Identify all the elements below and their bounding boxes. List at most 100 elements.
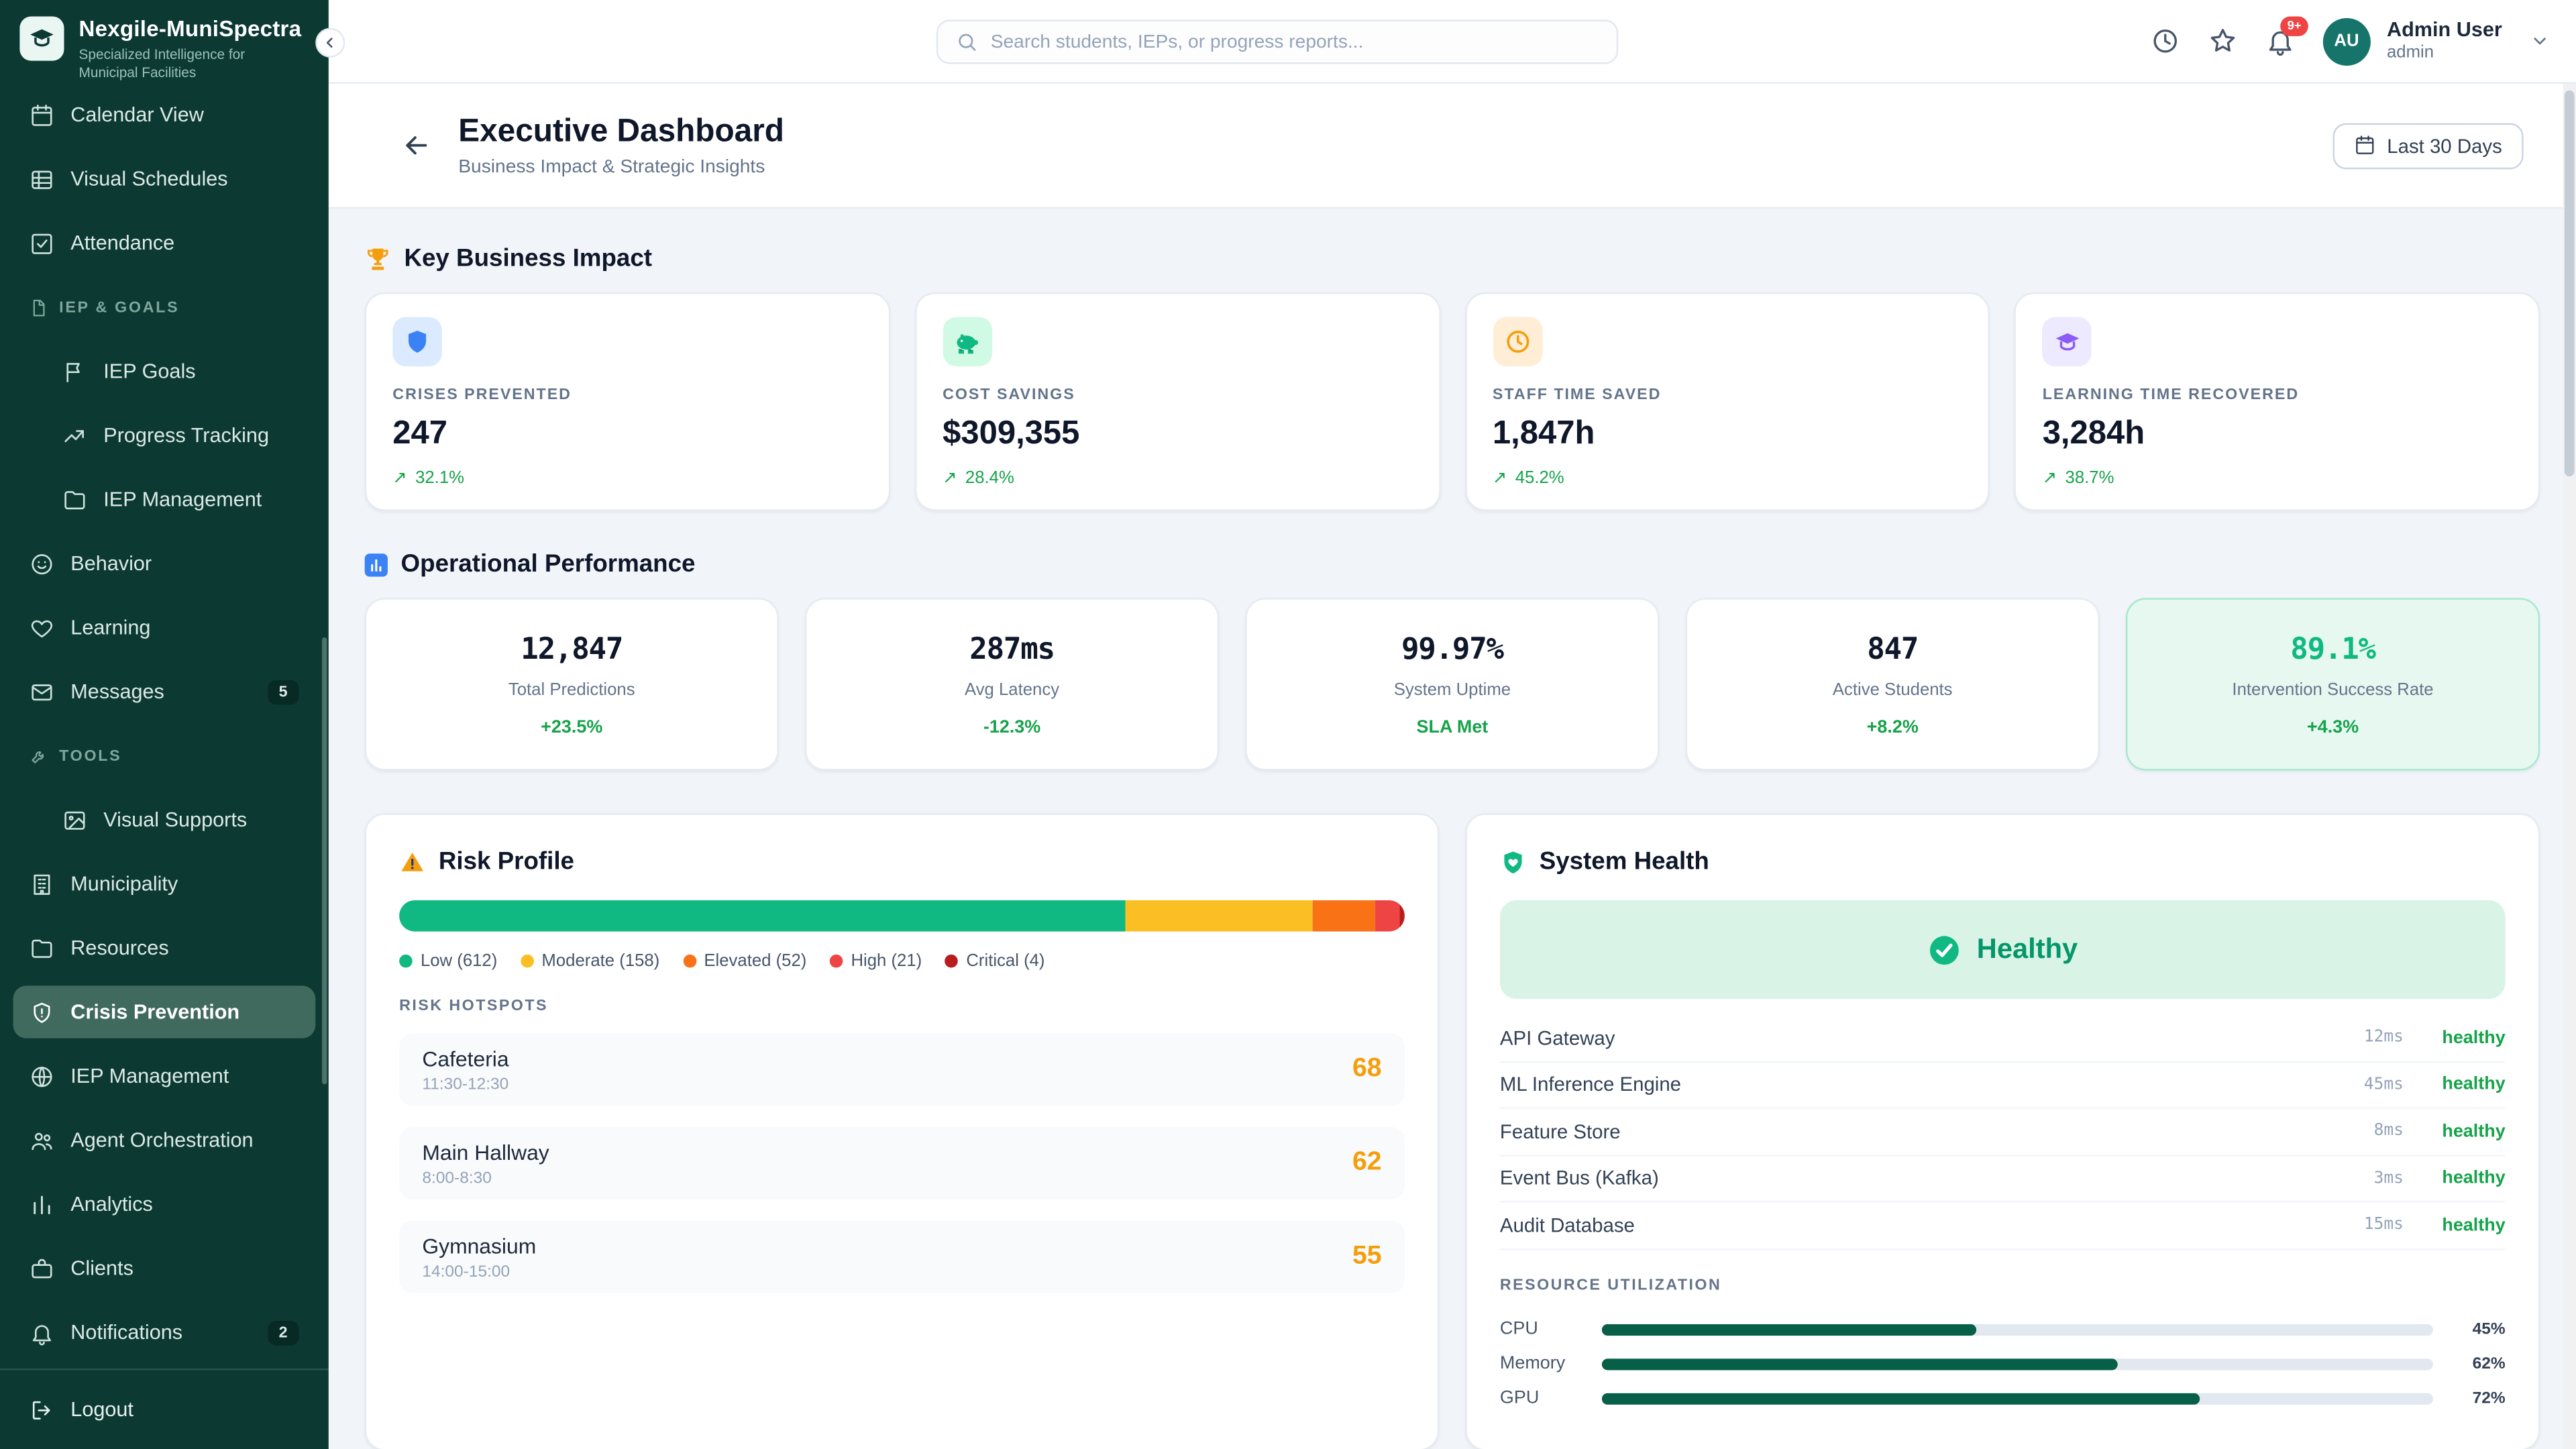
hotspot-name: Gymnasium: [422, 1233, 536, 1258]
folder-icon: [30, 936, 54, 961]
history-icon: [2150, 26, 2180, 56]
history-button[interactable]: [2150, 26, 2180, 56]
page-scrollbar[interactable]: [2565, 91, 2575, 477]
impact-card-trend: ↗38.7%: [2043, 468, 2512, 488]
impact-card-trend: ↗28.4%: [943, 468, 1412, 488]
user-menu-toggle[interactable]: [2530, 32, 2549, 51]
op-card-value: 12,847: [521, 632, 623, 666]
hotspot-time: 8:00-8:30: [422, 1169, 549, 1187]
sidebar-item-label: Resources: [70, 936, 168, 959]
service-latency: 12ms: [2364, 1029, 2404, 1047]
sidebar-item-resources[interactable]: Resources: [13, 922, 316, 974]
sidebar-item-label: IEP Management: [70, 1065, 229, 1087]
shield-icon: [392, 317, 441, 366]
wrench-icon: [30, 747, 48, 765]
notifications-button[interactable]: 9+: [2265, 26, 2295, 56]
impact-section-title: Key Business Impact: [404, 245, 652, 273]
hotspot-row[interactable]: Cafeteria 11:30-12:30 68: [399, 1033, 1405, 1106]
sidebar-item-label: Clients: [70, 1256, 133, 1279]
sidebar-item-attendance[interactable]: Attendance: [13, 217, 316, 269]
op-card-trend: +23.5%: [541, 717, 602, 737]
resource-bar-track: [1602, 1358, 2433, 1369]
user-name: Admin User: [2387, 18, 2502, 43]
user-menu[interactable]: Admin User admin: [2387, 18, 2502, 64]
messages-badge: 5: [267, 680, 299, 704]
main-area: 9+ AU Admin User admin Executive Dashboa…: [329, 0, 2576, 1449]
resource-percent: 62%: [2449, 1354, 2505, 1373]
op-card-avg-latency: 287ms Avg Latency -12.3%: [805, 598, 1219, 770]
risk-segment-high: [1375, 900, 1399, 932]
op-card-value: 89.1%: [2290, 632, 2375, 666]
op-card-value: 847: [1867, 632, 1918, 666]
brand-logo-icon: [19, 16, 64, 60]
hotspot-name: Main Hallway: [422, 1139, 549, 1164]
resource-name: GPU: [1500, 1388, 1585, 1407]
hotspot-name: Cafeteria: [422, 1046, 508, 1071]
sidebar-item-learning[interactable]: Learning: [13, 601, 316, 653]
global-search[interactable]: [936, 19, 1618, 64]
resource-bar-track: [1602, 1393, 2433, 1404]
op-card-label: Total Predictions: [495, 680, 648, 699]
sidebar: Nexgile-MuniSpectra Specialized Intellig…: [0, 0, 329, 1449]
sidebar-item-label: Behavior: [70, 552, 152, 575]
sidebar-item-label: Agent Orchestration: [70, 1128, 253, 1151]
sidebar-item-progress-tracking[interactable]: Progress Tracking: [13, 409, 316, 462]
legend-dot: [683, 955, 696, 968]
warning-triangle-icon: [399, 849, 425, 875]
resource-percent: 45%: [2449, 1320, 2505, 1338]
sidebar-item-visual-supports[interactable]: Visual Supports: [13, 794, 316, 846]
hotspot-score: 68: [1352, 1055, 1382, 1084]
sidebar-scrollbar[interactable]: [322, 637, 327, 1084]
sidebar-item-municipality[interactable]: Municipality: [13, 857, 316, 910]
risk-hotspots-title: RISK HOTSPOTS: [399, 998, 1405, 1016]
hotspot-row[interactable]: Main Hallway 8:00-8:30 62: [399, 1127, 1405, 1199]
operational-section-title: Operational Performance: [401, 550, 696, 578]
topbar: 9+ AU Admin User admin: [329, 0, 2576, 84]
check-square-icon: [30, 231, 54, 256]
service-latency: 15ms: [2364, 1216, 2404, 1234]
sidebar-item-messages[interactable]: Messages 5: [13, 665, 316, 718]
sidebar-item-iep-goals[interactable]: IEP Goals: [13, 345, 316, 397]
operational-section-header: Operational Performance: [365, 550, 2540, 578]
sidebar-item-iep-management[interactable]: IEP Management: [13, 473, 316, 525]
operational-cards: 12,847 Total Predictions +23.5% 287ms Av…: [365, 598, 2540, 770]
favorites-button[interactable]: [2208, 26, 2237, 56]
sidebar-item-iep-management-2[interactable]: IEP Management: [13, 1050, 316, 1102]
op-card-trend: +4.3%: [2307, 717, 2359, 737]
back-button[interactable]: [401, 129, 433, 161]
search-icon: [956, 32, 977, 53]
sidebar-section-iep-goals: IEP & GOALS: [13, 281, 316, 333]
date-range-button[interactable]: Last 30 Days: [2332, 122, 2523, 168]
service-status: healthy: [2426, 1169, 2506, 1188]
sidebar-item-calendar-view[interactable]: Calendar View: [13, 89, 316, 141]
sidebar-item-behavior[interactable]: Behavior: [13, 537, 316, 590]
impact-cards: CRISES PREVENTED 247 ↗32.1% COST SAVINGS…: [365, 292, 2540, 511]
sidebar-item-agent-orchestration[interactable]: Agent Orchestration: [13, 1114, 316, 1166]
service-status: healthy: [2426, 1075, 2506, 1094]
avatar[interactable]: AU: [2322, 17, 2370, 65]
op-card-trend: +8.2%: [1867, 717, 1919, 737]
risk-distribution-bar: [399, 900, 1405, 932]
sidebar-item-crisis-prevention[interactable]: Crisis Prevention: [13, 985, 316, 1038]
search-input[interactable]: [991, 32, 1599, 52]
sidebar-collapse-button[interactable]: [315, 28, 345, 58]
risk-segment-moderate: [1126, 900, 1313, 932]
service-name: API Gateway: [1500, 1026, 1615, 1049]
service-name: Audit Database: [1500, 1214, 1635, 1236]
sidebar-item-visual-schedules[interactable]: Visual Schedules: [13, 153, 316, 205]
service-name: Feature Store: [1500, 1120, 1621, 1143]
sidebar-item-label: IEP Goals: [103, 360, 195, 382]
trending-up-icon: [62, 423, 87, 448]
sidebar-item-clients[interactable]: Clients: [13, 1242, 316, 1294]
system-health-panel: System Health Healthy API Gateway 12ms h…: [1465, 813, 2540, 1449]
sidebar-item-analytics[interactable]: Analytics: [13, 1178, 316, 1230]
resource-name: CPU: [1500, 1320, 1585, 1339]
sidebar-item-notifications[interactable]: Notifications 2: [13, 1306, 316, 1358]
op-card-system-uptime: 99.97% System Uptime SLA Met: [1245, 598, 1659, 770]
hotspot-row[interactable]: Gymnasium 14:00-15:00 55: [399, 1221, 1405, 1293]
logout-button[interactable]: Logout: [0, 1368, 329, 1449]
sidebar-item-label: Analytics: [70, 1193, 153, 1216]
impact-card-value: 3,284h: [2043, 416, 2512, 453]
op-card-value: 99.97%: [1401, 632, 1503, 666]
op-card-value: 287ms: [969, 632, 1055, 666]
